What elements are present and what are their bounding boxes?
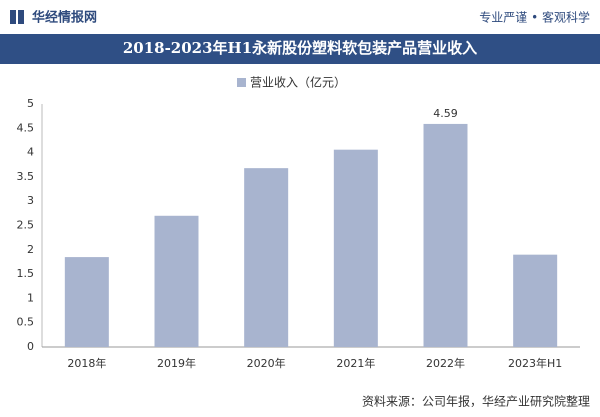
legend-swatch bbox=[237, 78, 246, 87]
slogan: 专业严谨 • 客观科学 bbox=[479, 10, 590, 25]
y-tick-label: 3 bbox=[27, 194, 34, 207]
x-tick-label: 2020年 bbox=[247, 356, 286, 370]
y-tick-label: 5 bbox=[27, 97, 34, 110]
x-tick-label: 2023年H1 bbox=[508, 356, 562, 370]
data-label: 4.59 bbox=[433, 107, 458, 120]
source: 资料来源：公司年报，华经产业研究院整理 bbox=[362, 394, 590, 409]
bar bbox=[423, 123, 468, 348]
legend-label: 营业收入（亿元） bbox=[250, 75, 346, 90]
title-bar bbox=[0, 34, 600, 64]
x-tick-label: 2018年 bbox=[67, 356, 106, 370]
x-tick-label: 2021年 bbox=[336, 356, 375, 370]
y-tick-label: 0.5 bbox=[17, 316, 35, 329]
bar bbox=[244, 168, 289, 347]
chart-title: 2018-2023年H1永新股份塑料软包装产品营业收入 bbox=[123, 39, 477, 57]
bar bbox=[154, 215, 199, 347]
brand: 华经情报网 bbox=[32, 10, 97, 26]
y-tick-label: 4.5 bbox=[17, 121, 35, 134]
y-tick-label: 2.5 bbox=[17, 219, 35, 232]
y-tick-label: 0 bbox=[27, 340, 34, 353]
y-tick-label: 1 bbox=[27, 291, 34, 304]
logo-icon bbox=[18, 10, 24, 24]
logo-icon bbox=[10, 10, 16, 24]
x-tick-label: 2022年 bbox=[426, 356, 465, 370]
x-tick-label: 2019年 bbox=[157, 356, 196, 370]
y-tick-label: 3.5 bbox=[17, 170, 35, 183]
bar bbox=[64, 257, 109, 347]
bar bbox=[513, 254, 558, 347]
bar bbox=[333, 149, 378, 347]
y-tick-label: 1.5 bbox=[17, 267, 35, 280]
y-tick-label: 4 bbox=[27, 146, 34, 159]
y-tick-label: 2 bbox=[27, 243, 34, 256]
